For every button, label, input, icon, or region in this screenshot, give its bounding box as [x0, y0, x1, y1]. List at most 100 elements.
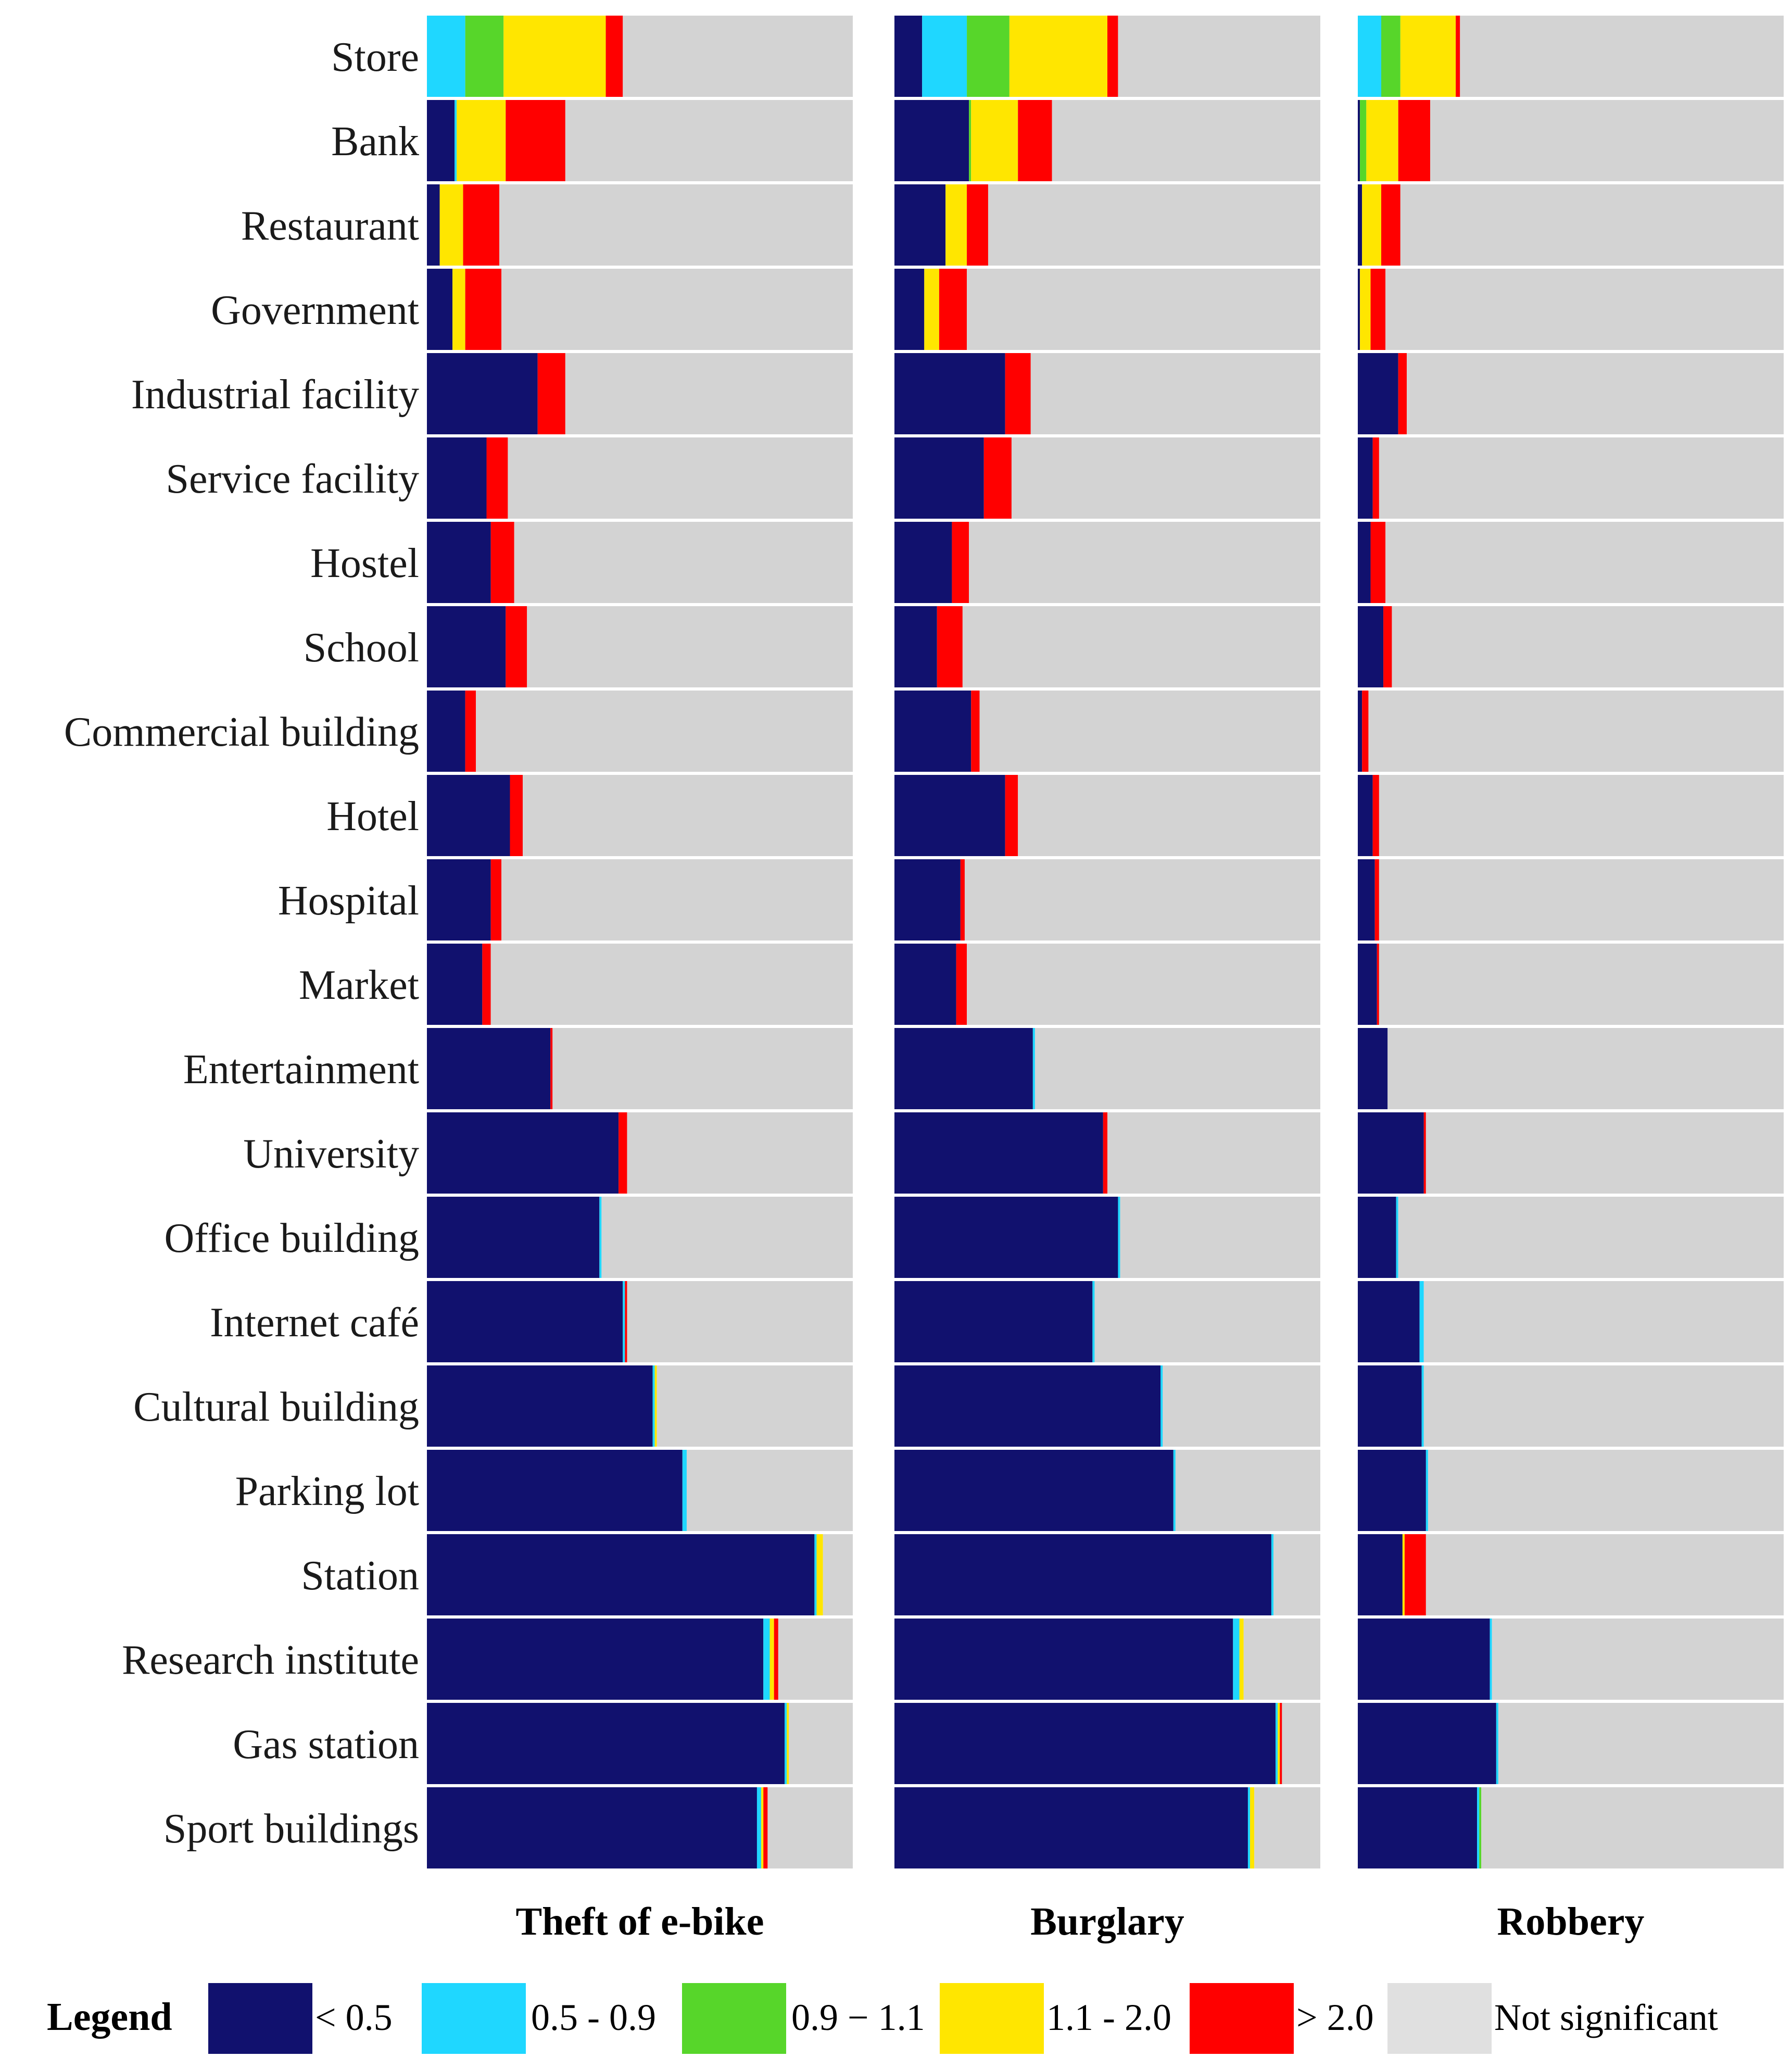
bar-segment-robbery-government-2-0	[1370, 269, 1386, 350]
bar-segment-robbery-commercial-building-0-5	[1358, 691, 1362, 772]
bar-segment-theft-of-e-bike-sport-buildings-1-1-2-0	[761, 1787, 764, 1868]
bar-segment-theft-of-e-bike-office-building-0-5-0-9	[599, 1197, 602, 1278]
bar-segment-theft-of-e-bike-sport-buildings-2-0	[763, 1787, 768, 1868]
bar-segment-theft-of-e-bike-hostel-not-significant	[514, 522, 853, 603]
legend-swatch-c0509	[422, 1983, 526, 2054]
legend-swatch-gt20	[1190, 1983, 1294, 2054]
category-label-government: Government	[211, 287, 419, 333]
bar-segment-burglary-university-2-0	[1103, 1112, 1107, 1194]
bar-segment-burglary-commercial-building-2-0	[971, 691, 980, 772]
legend-swatch-c0911	[682, 1983, 786, 2054]
category-label-school: School	[304, 625, 419, 671]
bar-segment-burglary-school-0-5	[894, 606, 937, 687]
category-label-hospital: Hospital	[278, 878, 419, 924]
bar-segment-theft-of-e-bike-commercial-building-not-significant	[476, 691, 853, 772]
bar-segment-burglary-service-facility-2-0	[983, 437, 1012, 519]
bar-segment-theft-of-e-bike-industrial-facility-not-significant	[565, 353, 853, 434]
bar-segment-theft-of-e-bike-entertainment-0-5	[427, 1028, 551, 1109]
bar-segment-burglary-gas-station-0-5	[894, 1703, 1276, 1784]
bar-segment-theft-of-e-bike-commercial-building-0-5	[427, 691, 465, 772]
bar-segment-burglary-store-1-1-2-0	[1009, 16, 1107, 97]
bar-segment-burglary-store-0-9-1-1	[967, 16, 1009, 97]
bar-segment-theft-of-e-bike-restaurant-not-significant	[499, 184, 853, 266]
bar-segment-burglary-office-building-0-5-0-9	[1118, 1197, 1120, 1278]
bar-segment-theft-of-e-bike-cultural-building-0-5-0-9	[652, 1365, 655, 1447]
bar-segment-burglary-bank-2-0	[1018, 100, 1052, 181]
bar-segment-burglary-university-0-5	[894, 1112, 1103, 1194]
legend-label-c0509: 0.5 - 0.9	[531, 1997, 656, 2038]
bar-segment-theft-of-e-bike-hospital-not-significant	[501, 859, 853, 940]
bar-segment-burglary-restaurant-not-significant	[988, 184, 1320, 266]
legend-title: Legend	[47, 1995, 172, 2039]
bar-segment-burglary-restaurant-2-0	[967, 184, 988, 266]
legend-label-ns: Not significant	[1494, 1997, 1718, 2038]
bar-segment-robbery-parking-lot-not-significant	[1428, 1450, 1784, 1531]
bar-segment-robbery-office-building-not-significant	[1398, 1197, 1784, 1278]
bar-segment-robbery-hostel-0-5	[1358, 522, 1371, 603]
panel-burglary	[894, 16, 1320, 1868]
bar-segment-theft-of-e-bike-station-1-1-2-0	[816, 1534, 823, 1615]
bar-segment-theft-of-e-bike-store-2-0	[605, 16, 623, 97]
bar-segment-robbery-bank-2-0	[1398, 100, 1431, 181]
bar-segment-burglary-hotel-not-significant	[1018, 775, 1320, 856]
category-label-office-building: Office building	[164, 1215, 419, 1261]
bar-segment-robbery-commercial-building-2-0	[1362, 691, 1369, 772]
bar-segment-theft-of-e-bike-parking-lot-not-significant	[686, 1450, 853, 1531]
bar-segment-robbery-store-0-5-0-9	[1358, 16, 1381, 97]
bar-segment-burglary-service-facility-not-significant	[1011, 437, 1320, 519]
bar-segment-robbery-sport-buildings-0-9-1-1	[1479, 1787, 1482, 1868]
bar-segment-burglary-entertainment-not-significant	[1034, 1028, 1320, 1109]
bar-segment-theft-of-e-bike-hotel-0-5	[427, 775, 510, 856]
bar-segment-burglary-hostel-not-significant	[969, 522, 1320, 603]
bar-segment-robbery-internet-caf-0-5	[1358, 1281, 1420, 1362]
bar-segment-burglary-store-not-significant	[1118, 16, 1320, 97]
category-label-station: Station	[301, 1553, 419, 1599]
bar-segment-burglary-research-institute-1-1-2-0	[1239, 1619, 1244, 1700]
bar-segment-theft-of-e-bike-store-not-significant	[623, 16, 853, 97]
bar-segment-theft-of-e-bike-office-building-0-5	[427, 1197, 600, 1278]
bar-segment-robbery-industrial-facility-0-5	[1358, 353, 1398, 434]
bar-segment-theft-of-e-bike-market-not-significant	[490, 944, 853, 1025]
bar-segment-burglary-parking-lot-0-5-0-9	[1173, 1450, 1176, 1531]
bar-segment-burglary-station-0-5-0-9	[1271, 1534, 1274, 1615]
bar-segment-robbery-office-building-0-5-0-9	[1396, 1197, 1398, 1278]
bar-segment-theft-of-e-bike-government-2-0	[465, 269, 502, 350]
bar-segment-burglary-gas-station-0-5-0-9	[1276, 1703, 1278, 1784]
bar-segment-robbery-hotel-not-significant	[1379, 775, 1784, 856]
bar-segment-burglary-hospital-not-significant	[964, 859, 1320, 940]
bar-segment-theft-of-e-bike-university-0-5	[427, 1112, 619, 1194]
legend-label-c0911: 0.9 − 1.1	[791, 1997, 925, 2038]
bar-segment-robbery-school-0-5	[1358, 606, 1384, 687]
bar-segment-theft-of-e-bike-sport-buildings-0-5-0-9	[756, 1787, 762, 1868]
bar-segment-theft-of-e-bike-station-0-5	[427, 1534, 815, 1615]
bar-segment-robbery-hospital-0-5	[1358, 859, 1375, 940]
bar-segment-robbery-parking-lot-0-5	[1358, 1450, 1426, 1531]
bar-segment-burglary-hospital-2-0	[960, 859, 965, 940]
bar-segment-theft-of-e-bike-bank-0-5-0-9	[455, 100, 457, 181]
bar-segment-robbery-bank-0-9-1-1	[1360, 100, 1367, 181]
bar-segment-robbery-cultural-building-not-significant	[1423, 1365, 1784, 1447]
bar-segment-burglary-entertainment-0-5-0-9	[1032, 1028, 1035, 1109]
bar-segment-robbery-research-institute-0-5	[1358, 1619, 1490, 1700]
bar-segment-robbery-market-not-significant	[1379, 944, 1784, 1025]
bar-segment-theft-of-e-bike-cultural-building-not-significant	[657, 1365, 853, 1447]
bar-segment-theft-of-e-bike-hostel-0-5	[427, 522, 491, 603]
bar-segment-burglary-government-not-significant	[967, 269, 1320, 350]
category-label-market: Market	[299, 962, 419, 1008]
bar-segment-robbery-market-2-0	[1377, 944, 1379, 1025]
bar-segment-theft-of-e-bike-service-facility-0-5	[427, 437, 487, 519]
bar-segment-burglary-hospital-0-5	[894, 859, 961, 940]
bar-segment-robbery-sport-buildings-not-significant	[1481, 1787, 1784, 1868]
category-label-commercial-building: Commercial building	[64, 709, 419, 755]
bar-segment-robbery-industrial-facility-2-0	[1398, 353, 1407, 434]
bar-segment-robbery-gas-station-not-significant	[1498, 1703, 1784, 1784]
bar-segment-burglary-market-not-significant	[967, 944, 1320, 1025]
bar-segment-theft-of-e-bike-gas-station-0-5	[427, 1703, 785, 1784]
bar-segment-robbery-school-2-0	[1383, 606, 1392, 687]
bar-segment-burglary-internet-caf-0-5-0-9	[1092, 1281, 1095, 1362]
bar-segment-theft-of-e-bike-restaurant-2-0	[463, 184, 500, 266]
category-label-gas-station: Gas station	[233, 1722, 419, 1767]
bar-segment-burglary-school-not-significant	[962, 606, 1320, 687]
bar-segment-burglary-hotel-0-5	[894, 775, 1005, 856]
bar-segment-theft-of-e-bike-research-institute-1-1-2-0	[769, 1619, 774, 1700]
